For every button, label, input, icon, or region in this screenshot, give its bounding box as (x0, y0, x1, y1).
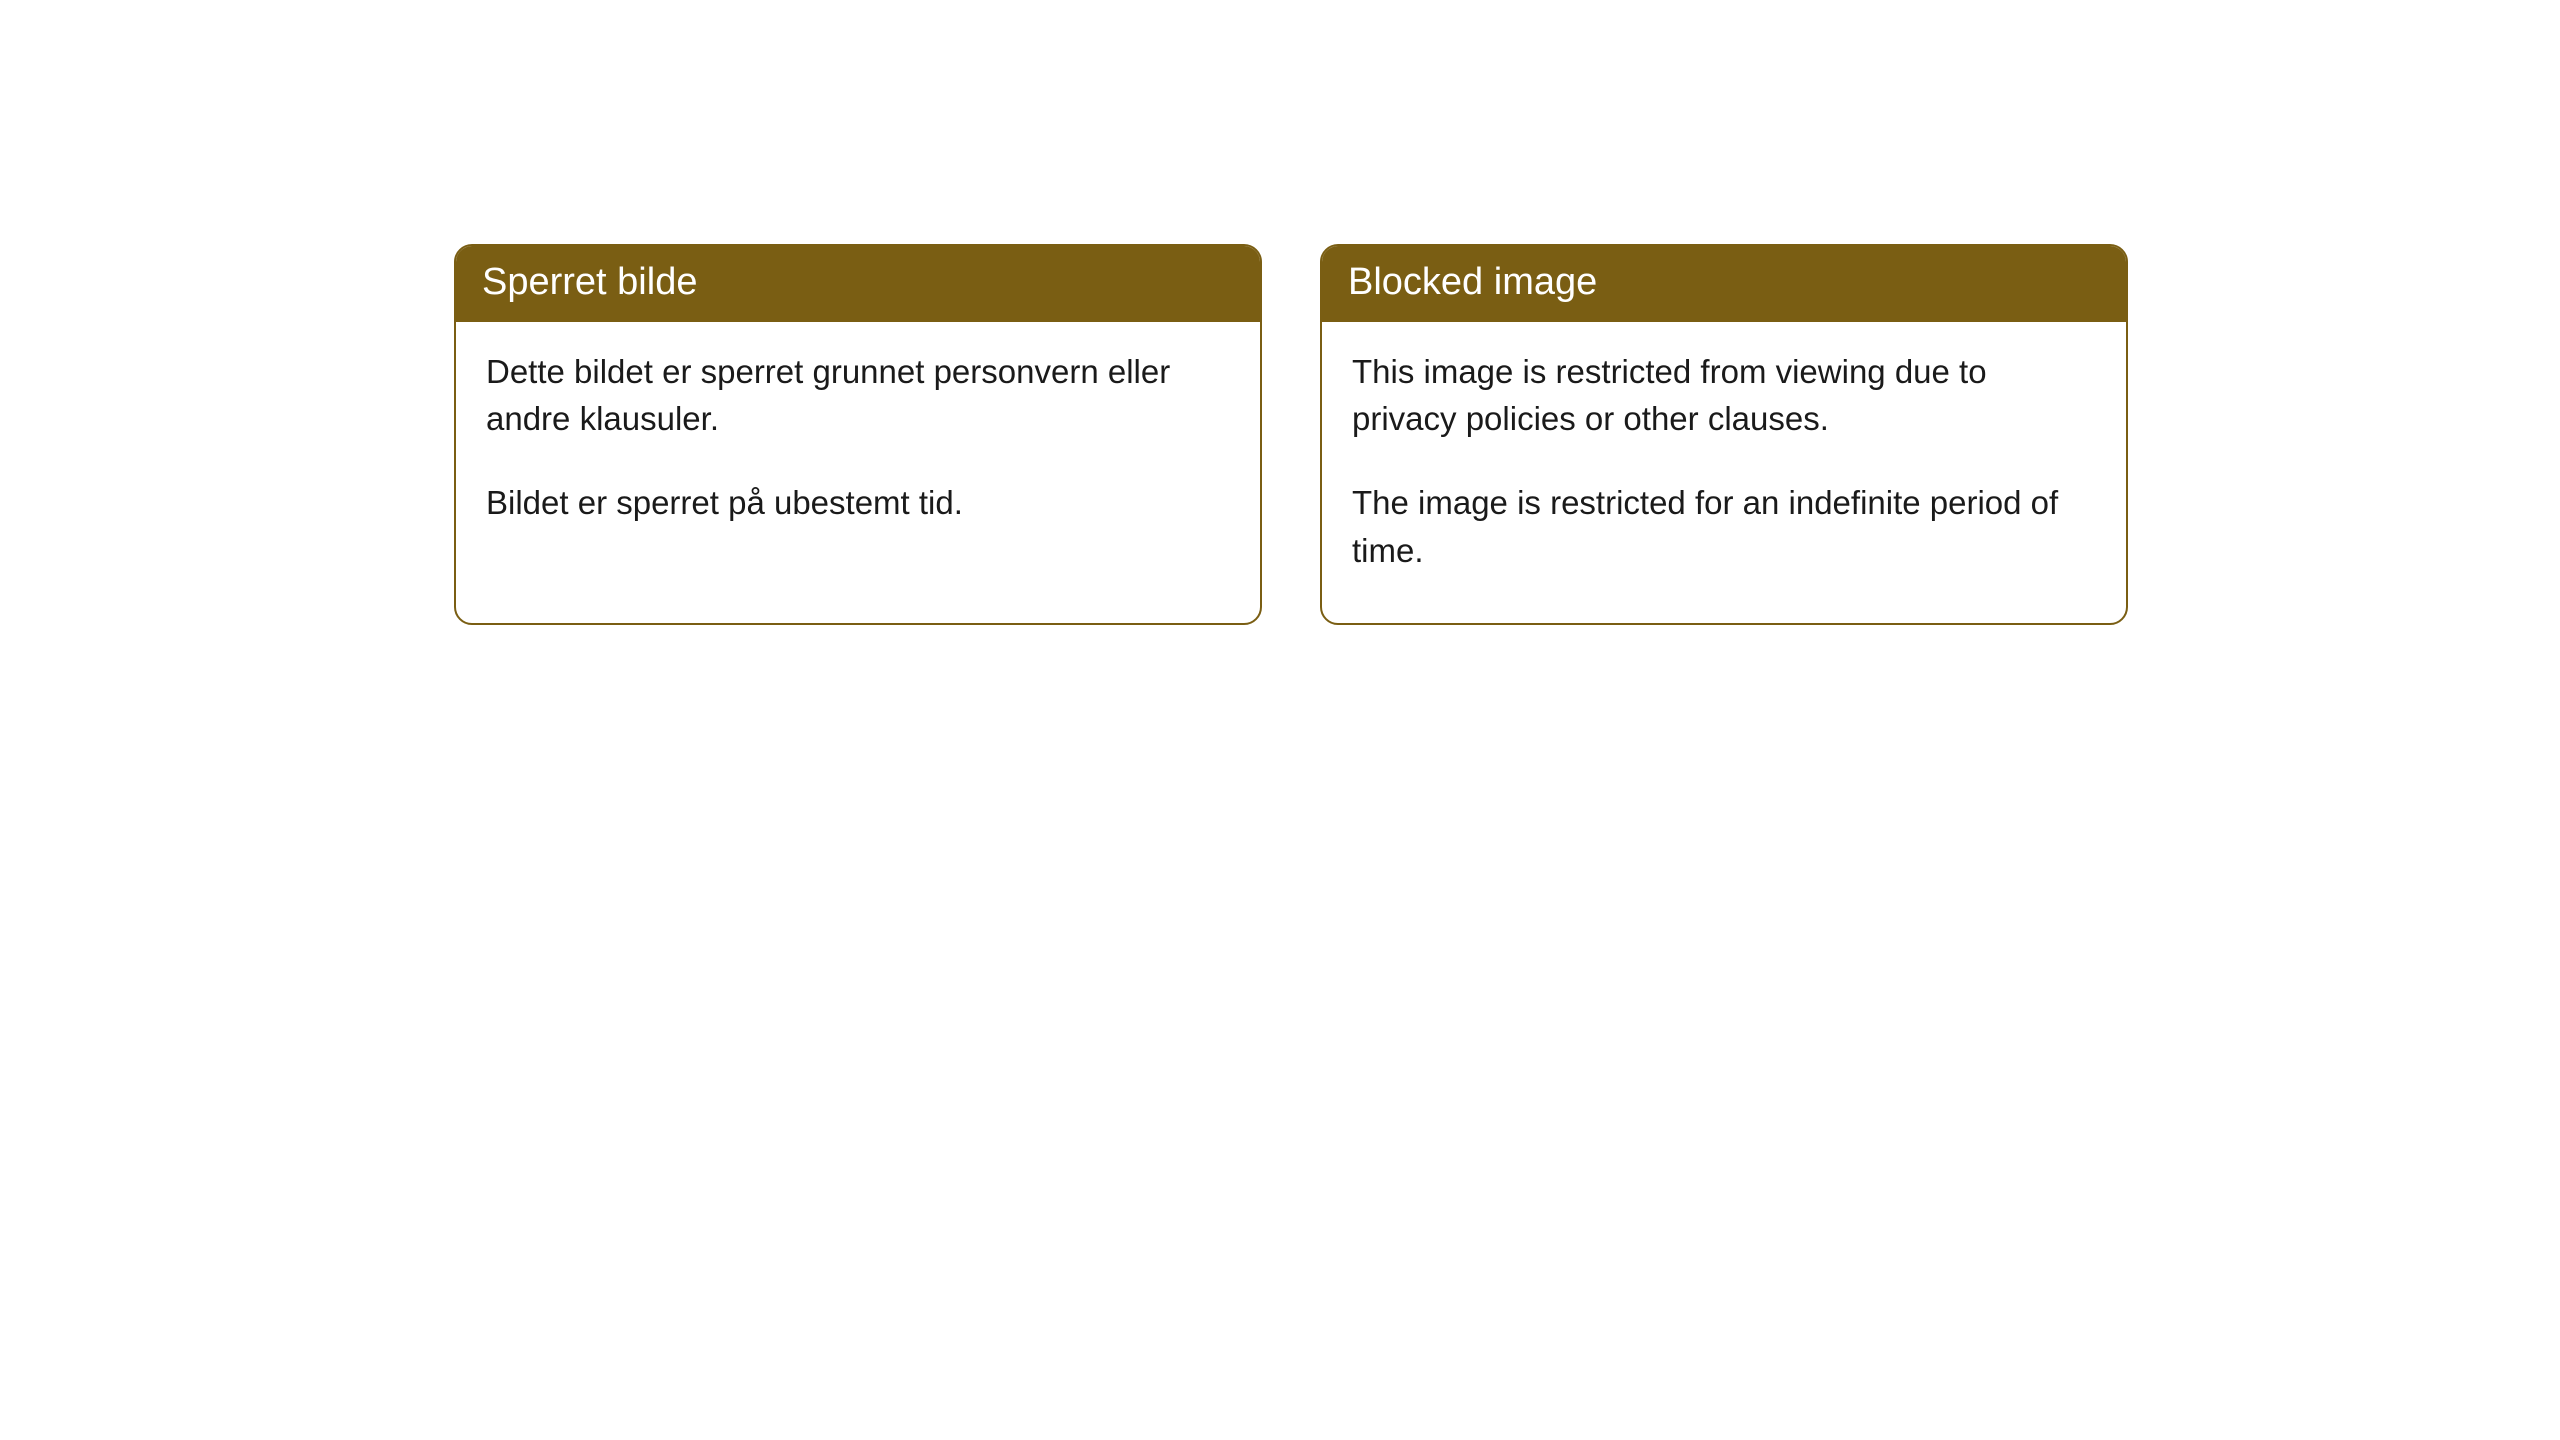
card-text-paragraph: Dette bildet er sperret grunnet personve… (486, 348, 1230, 444)
card-header-norwegian: Sperret bilde (456, 246, 1260, 322)
blocked-image-card-norwegian: Sperret bilde Dette bildet er sperret gr… (454, 244, 1262, 625)
card-body-english: This image is restricted from viewing du… (1322, 322, 2126, 623)
card-header-english: Blocked image (1322, 246, 2126, 322)
card-text-paragraph: Bildet er sperret på ubestemt tid. (486, 479, 1230, 527)
card-body-norwegian: Dette bildet er sperret grunnet personve… (456, 322, 1260, 576)
card-text-paragraph: The image is restricted for an indefinit… (1352, 479, 2096, 575)
card-text-paragraph: This image is restricted from viewing du… (1352, 348, 2096, 444)
notice-cards-container: Sperret bilde Dette bildet er sperret gr… (0, 0, 2560, 625)
blocked-image-card-english: Blocked image This image is restricted f… (1320, 244, 2128, 625)
